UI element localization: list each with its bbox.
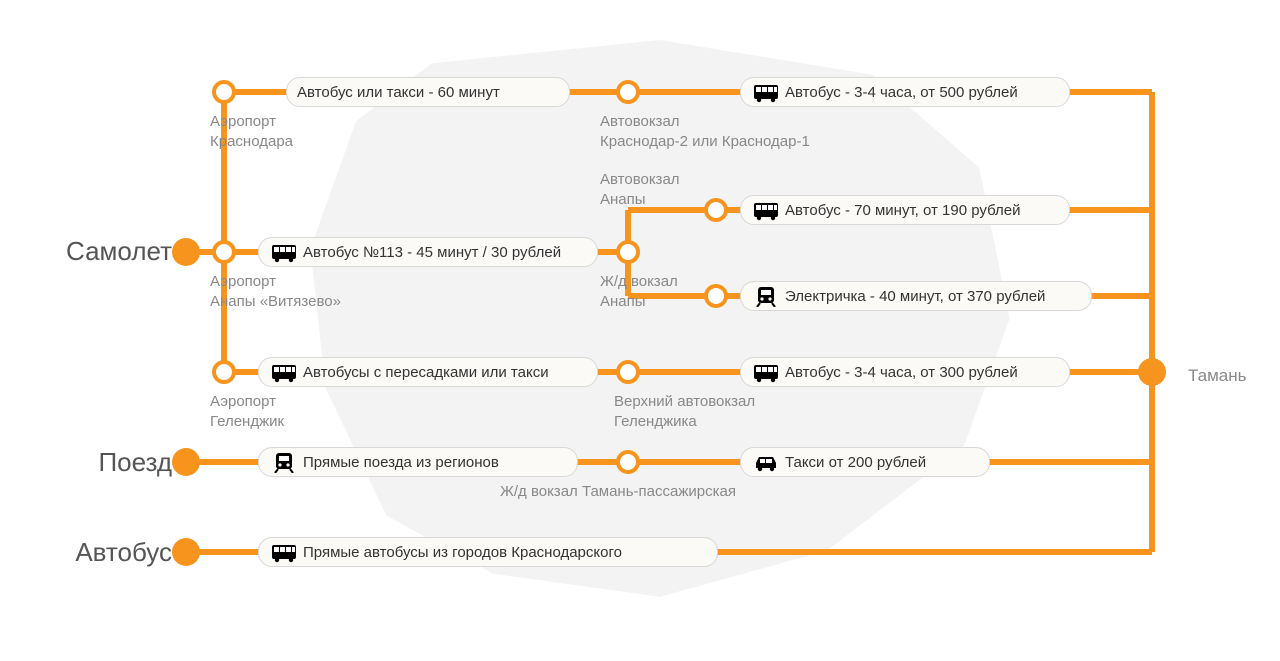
node-bus-station-gelendzhik xyxy=(616,360,640,384)
label-airport-anapa: Аэропорт Анапы «Витязево» xyxy=(210,272,341,311)
node-bus-station-krasnodar xyxy=(616,80,640,104)
bus-icon xyxy=(269,541,299,563)
node-airport-gelendzhik xyxy=(212,360,236,384)
category-train: Поезд xyxy=(92,447,172,478)
pill-text: Автобус - 3-4 часа, от 500 рублей xyxy=(785,84,1018,101)
route-pill-p10: Прямые автобусы из городов Краснодарског… xyxy=(258,537,718,567)
train-icon xyxy=(269,451,299,473)
route-pill-p3: Автобус №113 - 45 минут / 30 рублей xyxy=(258,237,598,267)
destination-label: Тамань xyxy=(1188,365,1246,387)
route-line-right-trunk xyxy=(1149,92,1155,552)
bus-icon xyxy=(751,361,781,383)
car-icon xyxy=(751,451,781,473)
route-pill-p1: Автобус или такси - 60 минут xyxy=(286,77,570,107)
route-pill-p2: Автобус - 3-4 часа, от 500 рублей xyxy=(740,77,1070,107)
bus-icon xyxy=(269,361,299,383)
label-bus-station-anapa: Автовокзал Анапы xyxy=(600,170,680,209)
node-rail-station-taman xyxy=(616,450,640,474)
pill-text: Автобус - 70 минут, от 190 рублей xyxy=(785,202,1020,219)
label-bus-station-gelendzhik: Верхний автовокзал Геленджика xyxy=(614,392,755,431)
route-pill-p4: Автобус - 70 минут, от 190 рублей xyxy=(740,195,1070,225)
label-airport-gelendzhik: Аэропорт Геленджик xyxy=(210,392,284,431)
node-bus-station-anapa xyxy=(704,198,728,222)
label-rail-station-taman: Ж/д вокзал Тамань-пассажирская xyxy=(500,482,736,502)
pill-text: Автобус - 3-4 часа, от 300 рублей xyxy=(785,364,1018,381)
pill-text: Автобус или такси - 60 минут xyxy=(297,84,500,101)
node-airport-anapa xyxy=(212,240,236,264)
pill-text: Прямые автобусы из городов Краснодарског… xyxy=(303,544,622,561)
bus-icon xyxy=(751,81,781,103)
label-airport-krasnodar: Аэропорт Краснодара xyxy=(210,112,293,151)
pill-text: Прямые поезда из регионов xyxy=(303,454,499,471)
node-anapa-split xyxy=(616,240,640,264)
node-airport-krasnodar xyxy=(212,80,236,104)
pill-text: Электричка - 40 минут, от 370 рублей xyxy=(785,288,1045,305)
train-icon xyxy=(751,285,781,307)
route-pill-p6: Автобусы с пересадками или такси xyxy=(258,357,598,387)
category-plane: Самолет xyxy=(42,236,172,267)
pill-text: Автобусы с пересадками или такси xyxy=(303,364,549,381)
bus-icon xyxy=(269,241,299,263)
node-train-origin xyxy=(172,448,200,476)
pill-text: Такси от 200 рублей xyxy=(785,454,926,471)
label-rail-station-anapa: Ж/д вокзал Анапы xyxy=(600,272,678,311)
node-rail-station-anapa xyxy=(704,284,728,308)
pill-text: Автобус №113 - 45 минут / 30 рублей xyxy=(303,244,561,261)
node-plane-origin xyxy=(172,238,200,266)
category-bus: Автобус xyxy=(72,537,172,568)
node-destination xyxy=(1138,358,1166,386)
node-bus-origin xyxy=(172,538,200,566)
route-pill-p9: Такси от 200 рублей xyxy=(740,447,990,477)
route-pill-p8: Прямые поезда из регионов xyxy=(258,447,578,477)
bus-icon xyxy=(751,199,781,221)
route-pill-p7: Автобус - 3-4 часа, от 300 рублей xyxy=(740,357,1070,387)
label-bus-station-krasnodar: Автовокзал Краснодар-2 или Краснодар-1 xyxy=(600,112,810,151)
route-pill-p5: Электричка - 40 минут, от 370 рублей xyxy=(740,281,1092,311)
